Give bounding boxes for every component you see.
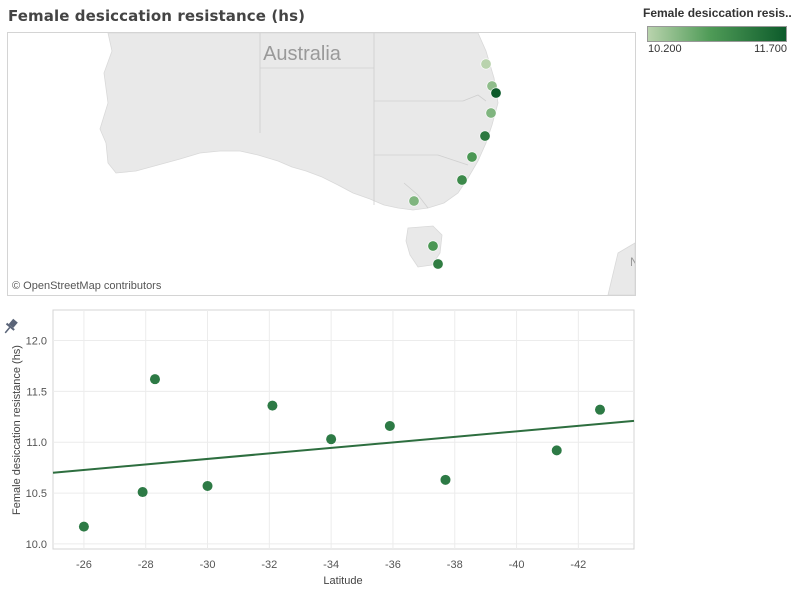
scatter-plot[interactable]: -26 -28 -30 -32 -34 -36 -38 -40 -42 10.0 10.5 11.0 1… [0,300,797,597]
state-borders [259,33,487,209]
country-label: Australia [263,43,342,65]
y-axis-label: Female desiccation resistance (hs) [11,345,23,515]
map-point[interactable] [485,107,497,119]
y-tick-label: 11.5 [26,386,47,398]
map-point[interactable] [479,130,491,142]
map-point[interactable] [432,258,444,270]
x-tick-label: -34 [323,559,339,571]
y-tick-label: 10.5 [26,488,47,500]
x-tick-label: -42 [570,559,586,571]
page-title: Female desiccation resistance (hs) [8,7,306,25]
x-tick-label: -40 [509,559,525,571]
x-tick-label: -28 [138,559,154,571]
y-tick-label: 11.0 [26,437,47,449]
legend-max-label: 11.700 [754,43,787,55]
scatter-panel: -26 -28 -30 -32 -34 -36 -38 -40 -42 10.0 10.5 11.0 1… [0,300,797,597]
x-tick-label: -36 [385,559,401,571]
map-point[interactable] [490,87,502,99]
map-point[interactable] [456,174,468,186]
x-tick-label: -38 [447,559,463,571]
trend-line[interactable] [52,419,635,474]
data-point[interactable] [595,404,606,415]
australia-map[interactable]: Australia N [8,33,635,295]
data-point[interactable] [202,480,213,491]
map-credit: © OpenStreetMap contributors [12,280,162,292]
map-panel[interactable]: Australia N © OpenStreetMap contributors [7,32,636,296]
map-point[interactable] [427,240,439,252]
legend-gradient [647,26,787,42]
map-point[interactable] [466,151,478,163]
x-axis-label: Latitude [323,575,362,587]
data-point[interactable] [440,474,451,485]
color-legend: Female desiccation resis.. 10.200 11.700 [643,6,793,56]
legend-min-label: 10.200 [648,43,682,55]
data-point[interactable] [78,521,89,532]
y-tick-label: 12.0 [26,336,47,348]
map-edge-mark: N [630,255,635,269]
map-point[interactable] [408,195,420,207]
y-tick-label: 10.0 [26,539,47,551]
data-point[interactable] [149,374,160,385]
data-point[interactable] [137,487,148,498]
x-tick-label: -26 [76,559,92,571]
map-point[interactable] [480,58,492,70]
legend-title: Female desiccation resis.. [643,6,792,20]
x-tick-label: -30 [200,559,216,571]
pin-icon[interactable] [1,317,19,336]
data-point[interactable] [267,400,278,411]
x-tick-label: -32 [261,559,277,571]
land-mass [99,33,635,295]
data-point[interactable] [384,420,395,431]
data-point[interactable] [326,434,337,445]
data-point[interactable] [551,445,562,456]
